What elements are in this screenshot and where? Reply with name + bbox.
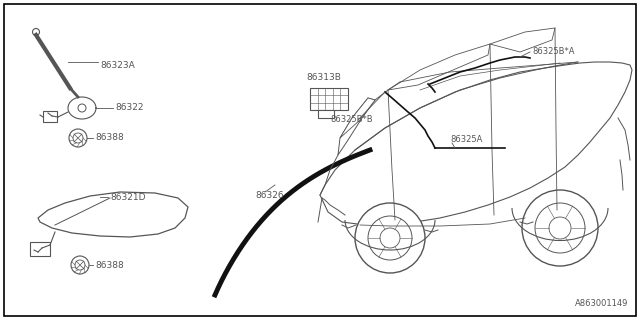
Polygon shape <box>388 44 490 90</box>
Circle shape <box>75 260 85 270</box>
Circle shape <box>33 28 40 36</box>
Bar <box>318 110 334 118</box>
Circle shape <box>73 133 83 143</box>
Circle shape <box>71 256 89 274</box>
Circle shape <box>380 228 400 248</box>
Circle shape <box>69 129 87 147</box>
Polygon shape <box>340 98 375 138</box>
Text: 86325B*A: 86325B*A <box>532 47 575 57</box>
Polygon shape <box>338 98 375 155</box>
Polygon shape <box>320 62 632 225</box>
Text: A863001149: A863001149 <box>575 299 628 308</box>
Circle shape <box>78 104 86 112</box>
Text: 86388: 86388 <box>95 133 124 142</box>
Circle shape <box>535 203 585 253</box>
Polygon shape <box>30 242 50 256</box>
Polygon shape <box>38 192 188 237</box>
Text: 86321D: 86321D <box>110 193 145 202</box>
Circle shape <box>522 190 598 266</box>
Text: 86325B*B: 86325B*B <box>330 116 372 124</box>
Bar <box>310 88 348 110</box>
Circle shape <box>549 217 571 239</box>
Text: 86325A: 86325A <box>450 135 483 145</box>
Polygon shape <box>43 111 57 122</box>
Circle shape <box>368 216 412 260</box>
Text: 86323A: 86323A <box>100 60 135 69</box>
Text: 86322: 86322 <box>115 103 143 113</box>
Text: 86313B: 86313B <box>306 74 341 83</box>
Polygon shape <box>490 28 555 52</box>
Text: 86388: 86388 <box>95 260 124 269</box>
Circle shape <box>355 203 425 273</box>
Text: 86326: 86326 <box>255 190 284 199</box>
